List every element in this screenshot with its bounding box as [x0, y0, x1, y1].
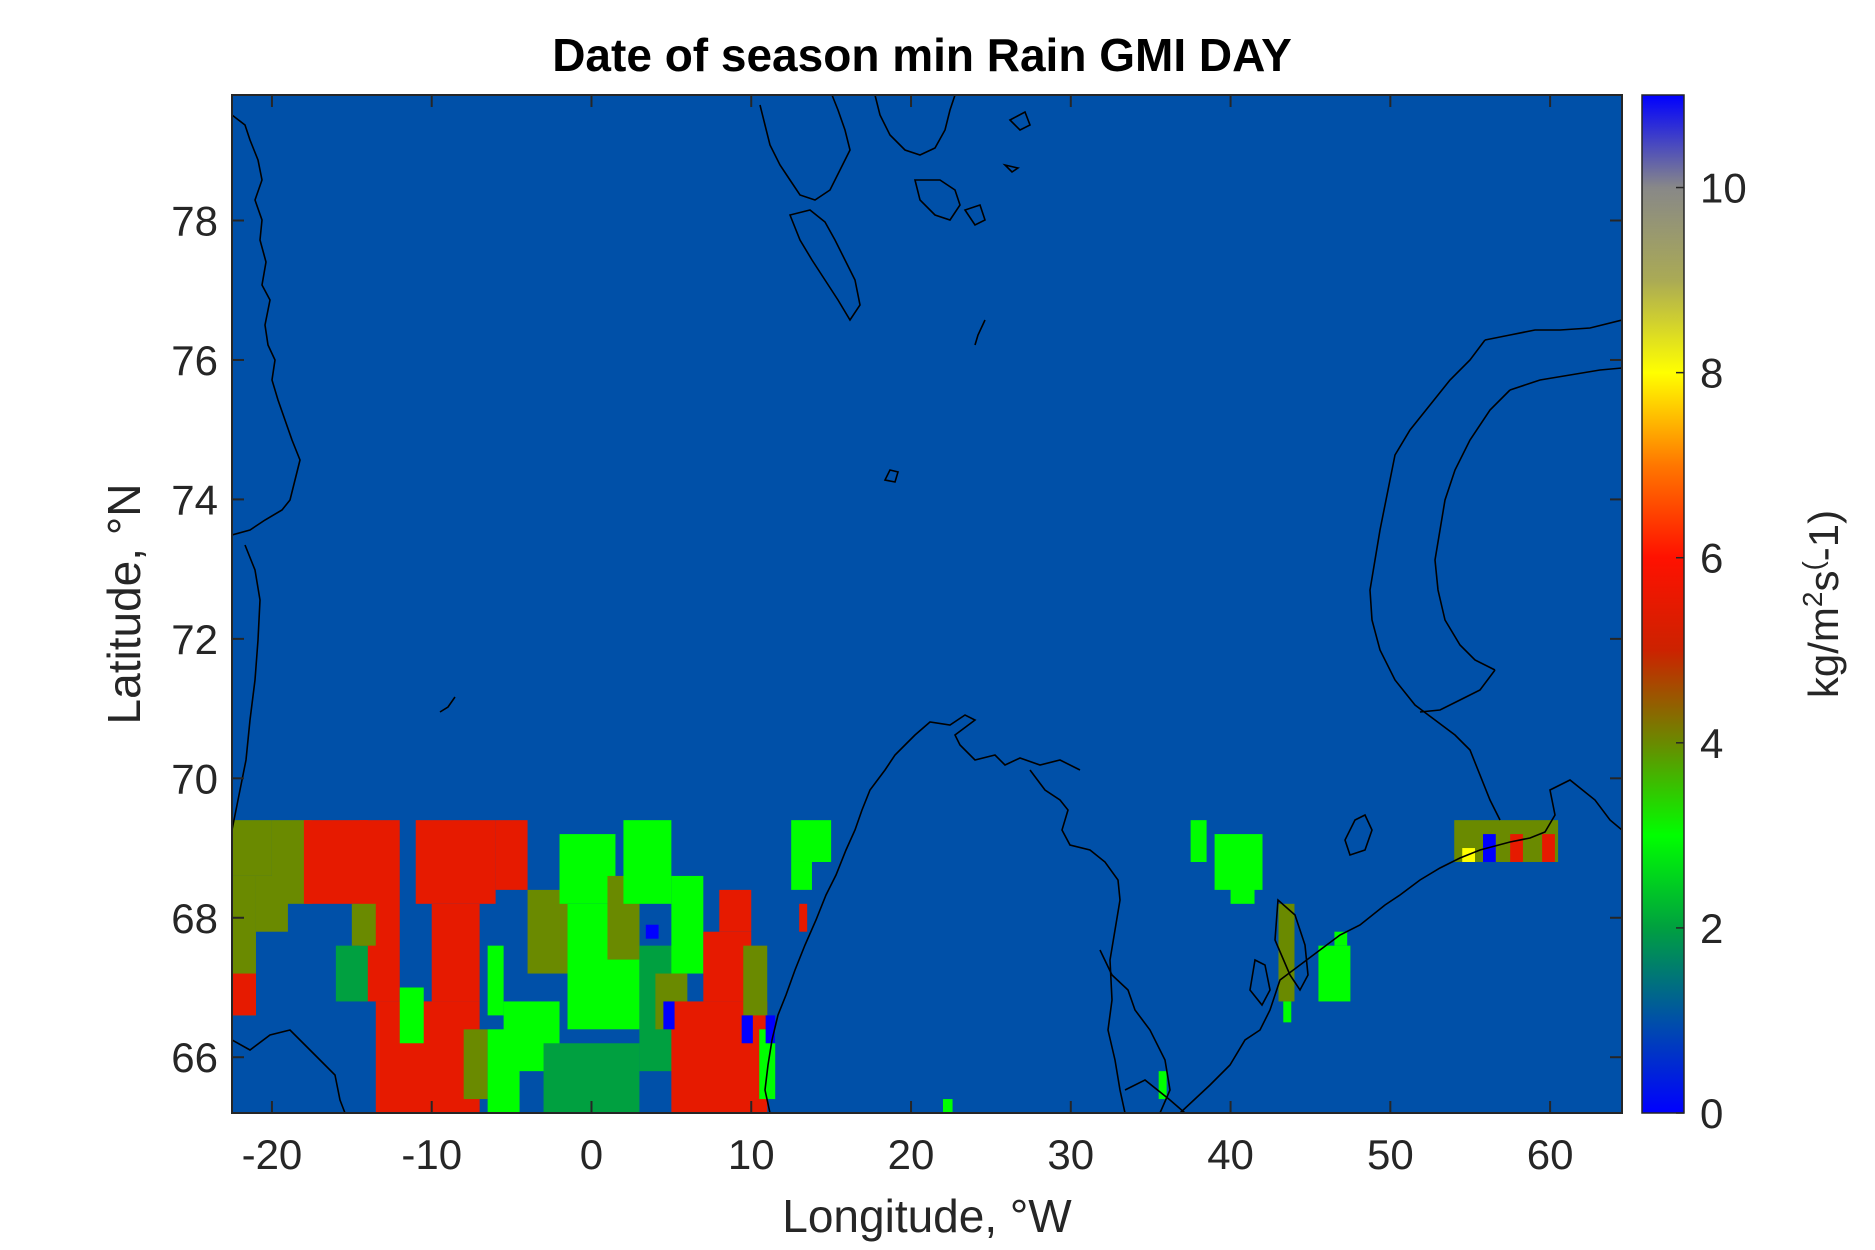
colorbar-label-part-2: s [1800, 571, 1847, 592]
y-tick-label: 76 [171, 337, 218, 384]
y-axis-label: Latitude, °N [98, 484, 150, 725]
data-cell [741, 1015, 753, 1044]
x-tick-label: 20 [888, 1131, 935, 1178]
data-cell [791, 861, 812, 890]
data-cell [663, 1001, 675, 1030]
data-cell [799, 903, 808, 932]
data-cell [1230, 875, 1255, 904]
data-cell [1318, 945, 1351, 1002]
data-cell [431, 903, 480, 1002]
data-cell [415, 820, 496, 904]
colorbar-ticks: 0 2 4 6 8 10 [1676, 165, 1747, 1137]
x-tick-label: 40 [1207, 1131, 1254, 1178]
colorbar-tick-label: 2 [1700, 905, 1723, 952]
x-tick-label: 0 [580, 1131, 603, 1178]
data-cell [1283, 1001, 1292, 1023]
x-tick-label: -10 [401, 1131, 462, 1178]
colorbar-label-sup-1: 2 [1797, 592, 1828, 608]
data-cell [399, 987, 424, 1044]
data-cell [942, 1099, 953, 1113]
data-cell [303, 820, 368, 904]
data-cell [495, 820, 528, 890]
data-cell [1510, 834, 1523, 862]
data-cell [255, 875, 288, 932]
colorbar-tick-label: 4 [1700, 720, 1723, 767]
coastline [232, 95, 1622, 1113]
x-axis-label: Longitude, °W [782, 1190, 1072, 1242]
data-cell [1334, 931, 1348, 946]
data-cell [719, 889, 752, 932]
colorbar-label-part-1: kg/m [1800, 607, 1847, 698]
y-tick-label: 78 [171, 198, 218, 245]
chart-title: Date of season min Rain GMI DAY [552, 29, 1292, 81]
data-cell [791, 820, 832, 862]
data-cell [463, 1029, 488, 1100]
data-cell [335, 945, 368, 1002]
data-cells [232, 820, 1559, 1113]
data-cell [765, 1015, 776, 1044]
data-cell [351, 903, 376, 946]
data-cell [1190, 820, 1207, 862]
y-tick-label: 74 [171, 476, 218, 523]
plot-area [232, 95, 1622, 1113]
data-cell [232, 820, 272, 876]
x-tick-label: 50 [1367, 1131, 1414, 1178]
y-tick-label: 70 [171, 755, 218, 802]
x-axis: -20 -10 0 10 20 30 40 50 60 [242, 95, 1574, 1178]
data-cell [1542, 834, 1555, 862]
data-cell [232, 973, 256, 1016]
data-cell [645, 924, 659, 939]
colorbar-label-sup-2: ( [1797, 561, 1828, 571]
colorbar-label: kg/m2s(-1) [1797, 510, 1847, 698]
x-tick-label: -20 [242, 1131, 303, 1178]
data-cell [671, 875, 704, 974]
plot-frame [231, 94, 1623, 1114]
data-cell [1158, 1071, 1167, 1100]
data-cell [559, 834, 616, 904]
y-tick-label: 72 [171, 616, 218, 663]
y-tick-label: 68 [171, 895, 218, 942]
y-axis: 66 68 70 72 74 76 78 [171, 198, 1622, 1081]
colorbar-tick-label: 0 [1700, 1090, 1723, 1137]
colorbar-label-part-3: -1) [1800, 510, 1847, 561]
colorbar-tick-label: 10 [1700, 165, 1747, 212]
x-tick-label: 30 [1047, 1131, 1094, 1178]
data-cell [743, 945, 768, 1016]
data-cell [623, 820, 672, 904]
y-tick-label: 66 [171, 1034, 218, 1081]
colorbar-scale [1641, 94, 1685, 1114]
x-tick-label: 10 [728, 1131, 775, 1178]
data-cell [487, 945, 504, 1016]
colorbar-tick-label: 8 [1700, 350, 1723, 397]
colorbar-tick-label: 6 [1700, 535, 1723, 582]
x-tick-label: 60 [1527, 1131, 1574, 1178]
